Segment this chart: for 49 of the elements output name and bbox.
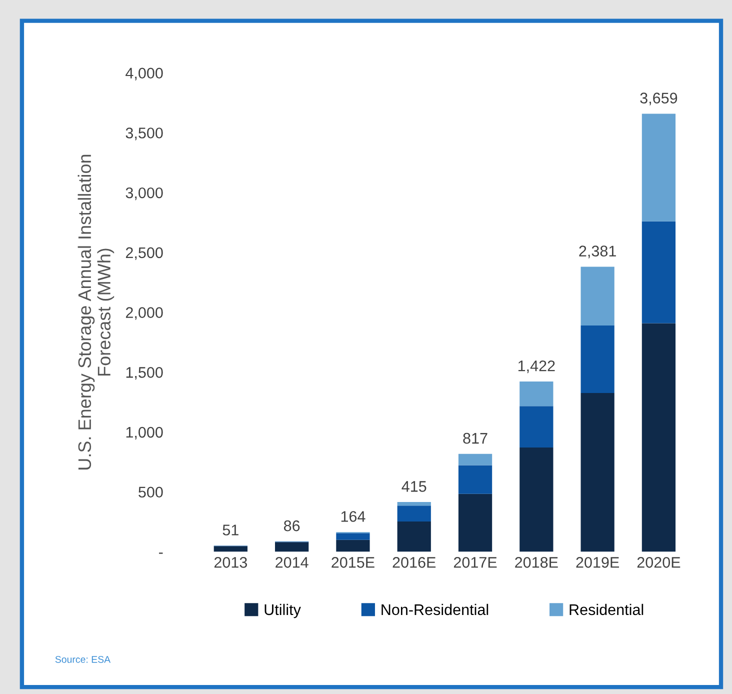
y-tick-label: 3,000 (126, 187, 163, 200)
total-label: 164 (341, 511, 366, 522)
y-tick-label: 500 (138, 486, 163, 498)
bar (458, 465, 492, 494)
legend-label: Utility (264, 604, 301, 618)
bar (642, 221, 676, 324)
x-tick-label: 2019E (576, 556, 619, 568)
bar (275, 542, 309, 552)
source-note: Source: ESA (55, 656, 111, 663)
legend-label: Residential (570, 604, 644, 616)
y-axis-title: U.S. Energy Storage Annual Installation Forecast (MWh) (78, 154, 114, 470)
bar (520, 381, 554, 406)
bar (580, 325, 614, 393)
bar (397, 506, 431, 522)
bar (214, 546, 248, 552)
total-label: 86 (284, 520, 300, 532)
total-label: 817 (463, 432, 488, 444)
y-tick-label: 1,000 (126, 426, 163, 440)
y-tick-label: - (159, 552, 163, 554)
bar (580, 266, 614, 326)
bar (458, 494, 492, 552)
y-tick-label: 4,000 (126, 68, 163, 80)
total-label: 3,659 (640, 92, 678, 106)
bar (458, 454, 492, 466)
bar (336, 533, 370, 540)
x-tick-label: 2020E (637, 556, 680, 568)
bar (580, 392, 614, 552)
x-tick-label: 2018E (515, 556, 558, 568)
total-label: 415 (402, 481, 426, 492)
x-tick-label: 2014 (276, 556, 308, 568)
x-tick-label: 2013 (214, 556, 247, 568)
total-label: 1,422 (518, 360, 555, 374)
bar (520, 447, 554, 552)
bar (397, 521, 431, 552)
bar (642, 114, 676, 222)
legend-label: Non-Residential (382, 604, 488, 616)
y-tick-label: 2,000 (126, 307, 163, 320)
y-tick-label: 1,500 (126, 367, 163, 380)
total-label: 51 (222, 524, 238, 536)
bar (336, 540, 370, 552)
x-tick-label: 2015E (332, 556, 374, 568)
y-tick-label: 3,500 (126, 128, 163, 140)
x-tick-label: 2016E (392, 556, 436, 568)
bar (397, 502, 431, 506)
y-tick-label: 2,500 (126, 247, 163, 260)
total-label: 2,381 (579, 246, 616, 258)
bar (642, 323, 676, 552)
bar (520, 406, 554, 448)
x-tick-label: 2017E (454, 556, 497, 568)
